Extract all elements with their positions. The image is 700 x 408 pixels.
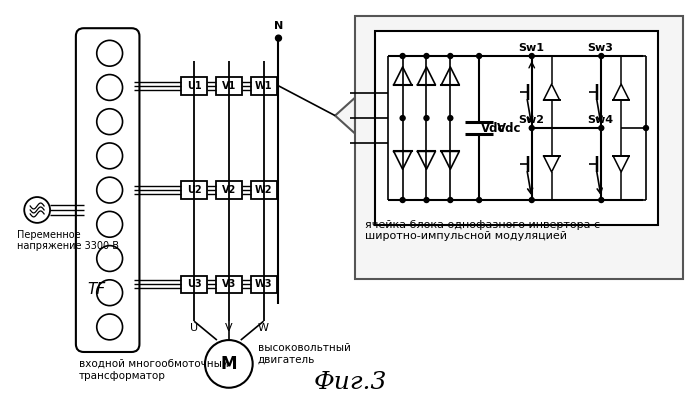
Circle shape [529,197,534,202]
Text: Vdc: Vdc [497,122,522,135]
Text: U2: U2 [187,185,202,195]
Circle shape [424,53,429,58]
Text: Переменное
напряжение 3300 В: Переменное напряжение 3300 В [18,230,119,251]
Text: Sw1: Sw1 [518,43,544,53]
Circle shape [97,143,122,169]
Text: Sw3: Sw3 [587,43,613,53]
Text: U3: U3 [187,279,202,289]
Circle shape [424,197,429,202]
FancyBboxPatch shape [76,28,139,352]
Circle shape [400,115,405,121]
Bar [251,77,276,95]
Circle shape [97,177,122,203]
Text: W2: W2 [255,185,272,195]
Circle shape [205,340,253,388]
Circle shape [477,53,482,58]
Circle shape [529,126,534,131]
Polygon shape [335,98,355,133]
Text: W3: W3 [255,279,272,289]
Text: высоковольтный
двигатель: высоковольтный двигатель [258,343,351,365]
Bar [216,275,241,293]
Circle shape [97,280,122,306]
Text: Sw2: Sw2 [518,115,544,125]
Circle shape [97,75,122,100]
Text: W1: W1 [255,81,272,91]
Text: ячейка блока однофазного инвертора с
широтно-импульсной модуляцией: ячейка блока однофазного инвертора с шир… [365,220,600,242]
Bar [355,16,682,279]
Circle shape [97,314,122,340]
Text: Sw4: Sw4 [587,115,613,125]
Circle shape [424,115,429,121]
Circle shape [25,197,50,223]
Text: Фиг.3: Фиг.3 [314,371,386,394]
Text: V2: V2 [222,185,236,195]
Bar [251,181,276,199]
Bar [251,275,276,293]
Text: U: U [190,323,198,333]
Circle shape [276,35,281,41]
Circle shape [598,53,604,58]
Text: W: W [258,323,269,333]
Text: V: V [225,323,232,333]
Bar [181,77,207,95]
Circle shape [448,53,453,58]
Text: M: M [220,355,237,373]
Circle shape [529,53,534,58]
Circle shape [477,197,482,202]
Text: V3: V3 [222,279,236,289]
Circle shape [448,115,453,121]
Bar [216,77,241,95]
Circle shape [97,211,122,237]
Text: U1: U1 [187,81,202,91]
Circle shape [598,197,604,202]
Bar [216,181,241,199]
Text: Vdc: Vdc [481,122,505,135]
Circle shape [598,126,604,131]
Circle shape [448,197,453,202]
Circle shape [400,197,405,202]
Circle shape [97,246,122,271]
Text: N: N [274,21,283,31]
Bar [181,181,207,199]
Text: V1: V1 [222,81,236,91]
Text: TF: TF [88,282,106,297]
Circle shape [97,40,122,66]
Circle shape [97,109,122,135]
Bar [181,275,207,293]
Text: входной многообмоточный
трансформатор: входной многообмоточный трансформатор [79,359,229,381]
Circle shape [643,126,648,131]
Circle shape [400,53,405,58]
Bar [374,31,658,225]
